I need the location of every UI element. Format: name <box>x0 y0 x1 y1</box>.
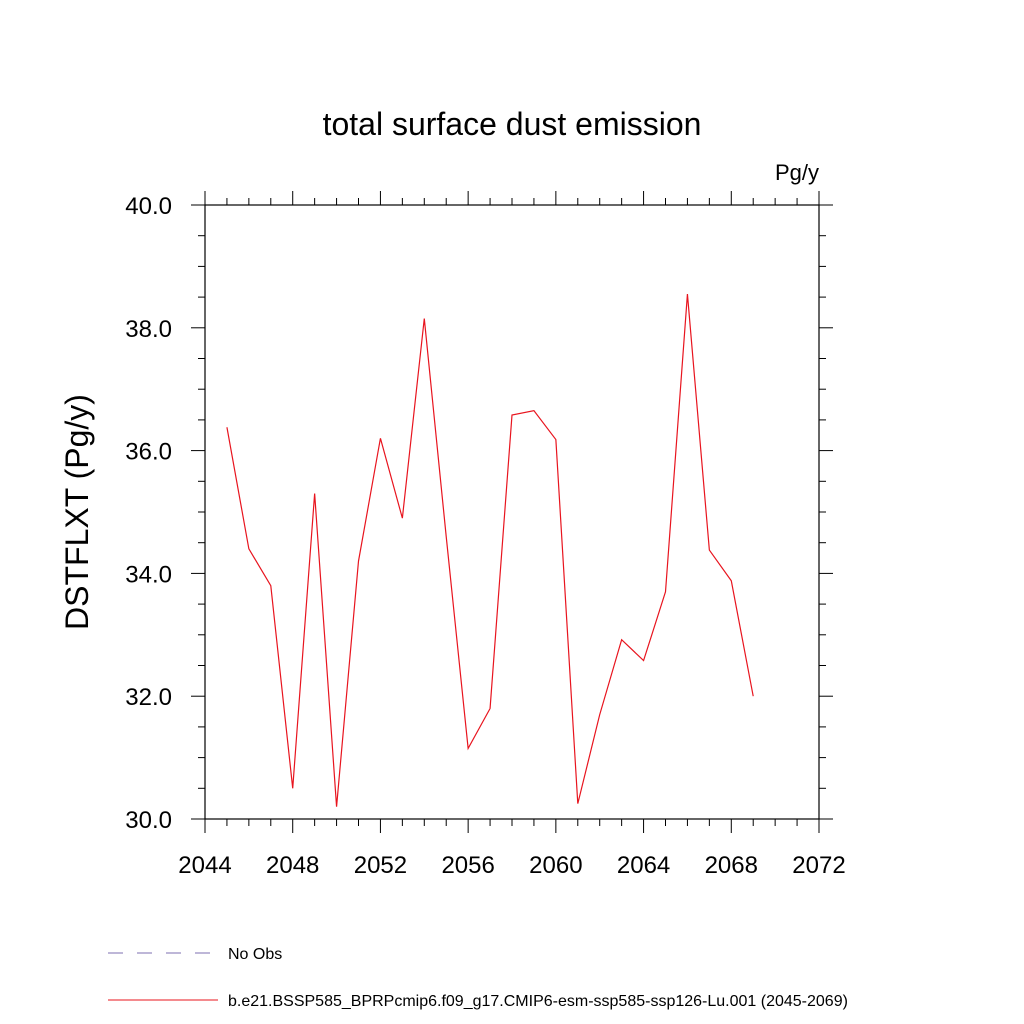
chart-title: total surface dust emission <box>323 106 702 142</box>
x-tick-label: 2072 <box>792 852 845 879</box>
x-tick-label: 2064 <box>617 852 670 879</box>
y-tick-label: 30.0 <box>125 807 172 834</box>
x-tick-label: 2056 <box>441 852 494 879</box>
series-line <box>226 293 754 807</box>
x-tick-label: 2044 <box>178 852 231 879</box>
x-tick-label: 2060 <box>529 852 582 879</box>
y-tick-label: 40.0 <box>125 193 172 220</box>
units-label: Pg/y <box>775 160 819 185</box>
y-tick-label: 38.0 <box>125 316 172 343</box>
x-tick-label: 2048 <box>266 852 319 879</box>
legend-label: No Obs <box>228 946 282 963</box>
y-tick-label: 32.0 <box>125 684 172 711</box>
legend-label: b.e21.BSSP585_BPRPcmip6.f09_g17.CMIP6-es… <box>228 993 848 1010</box>
x-tick-label: 2068 <box>705 852 758 879</box>
series-group <box>226 293 754 807</box>
x-tick-label: 2052 <box>354 852 407 879</box>
legend: No Obs b.e21.BSSP585_BPRPcmip6.f09_g17.CM… <box>108 946 848 1010</box>
y-tick-label: 34.0 <box>125 561 172 588</box>
y-tick-label: 36.0 <box>125 439 172 466</box>
x-tick-labels: 2044 2048 2052 2056 2060 2064 2068 2072 <box>178 852 845 879</box>
y-axis-label: DSTFLXT (Pg/y) <box>59 394 95 630</box>
axis-ticks <box>191 191 833 833</box>
y-tick-labels: 30.0 32.0 34.0 36.0 38.0 40.0 <box>125 193 172 834</box>
